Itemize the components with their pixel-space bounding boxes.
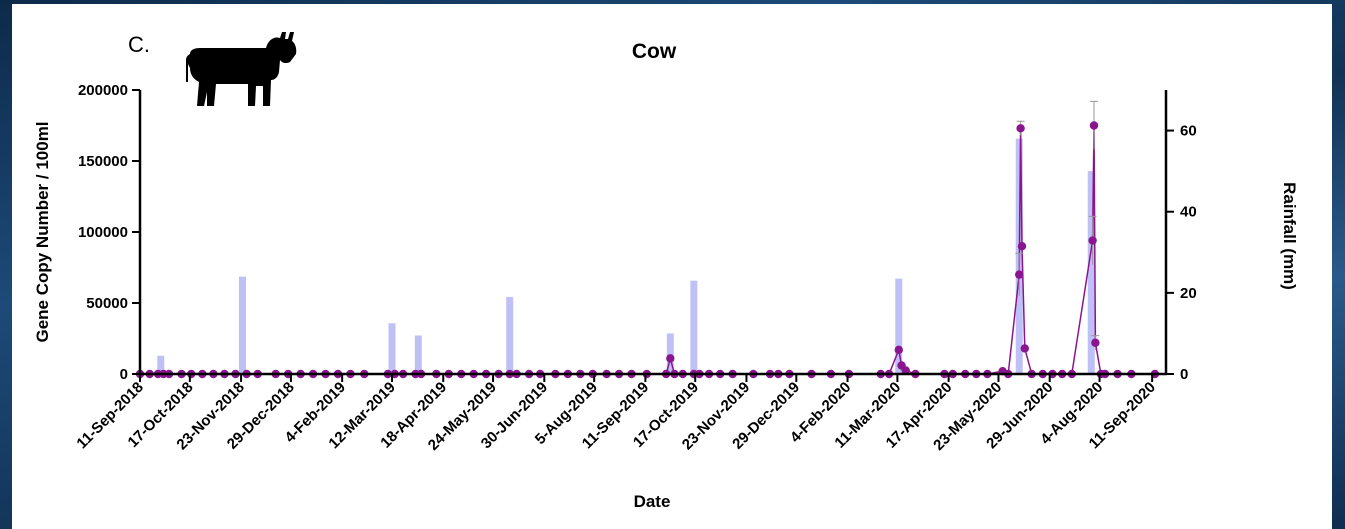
rainfall-bar: [157, 355, 165, 374]
rainfall-bar: [895, 278, 903, 374]
y2-tick-label: 40: [1180, 204, 1197, 221]
rainfall-bars: [157, 138, 1095, 374]
y2-tick-label: 20: [1180, 285, 1197, 302]
rainfall-bar: [238, 276, 246, 374]
y-axis-label: Gene Copy Number / 100ml: [33, 121, 52, 342]
y2-tick-label: 0: [1180, 366, 1188, 383]
gene-copy-point: [901, 366, 910, 375]
gene-copy-series: [135, 100, 1160, 379]
rainfall-bar: [506, 296, 514, 374]
gene-copy-point: [1089, 121, 1099, 130]
y2-tick-label: 60: [1180, 123, 1197, 140]
rainfall-bar: [666, 333, 674, 374]
panel-letter: C.: [128, 32, 150, 57]
gene-copy-point: [1020, 344, 1029, 353]
gene-copy-point: [1088, 236, 1097, 245]
cow-icon: [186, 32, 297, 106]
gene-copy-point: [894, 345, 903, 355]
rainfall-bar: [1087, 171, 1095, 374]
y-tick-label: 0: [120, 366, 128, 383]
gene-copy-point: [1017, 242, 1027, 251]
right-y-ticks: 0 20 40 60: [1166, 123, 1197, 383]
x-ticks: 11-Sep-201817-Oct-201823-Nov-201829-Dec-…: [73, 374, 1159, 454]
left-y-ticks: 0 50000 100000 150000 200000: [78, 82, 140, 383]
chart-panel: C. Cow 0 50000 100000 150000 200000 0 20 40 60 …: [12, 4, 1332, 529]
gene-copy-line: [140, 125, 1155, 376]
y2-axis-label: Rainfall (mm): [1280, 182, 1299, 290]
gene-copy-point: [1015, 270, 1024, 279]
gene-copy-point: [666, 354, 675, 363]
y-tick-label: 200000: [78, 82, 128, 99]
chart-title: Cow: [632, 40, 677, 63]
rainfall-bar: [690, 280, 698, 374]
y-tick-label: 150000: [78, 153, 128, 170]
rainfall-bar: [414, 335, 422, 374]
rainfall-bar: [388, 323, 396, 374]
x-axis-label: Date: [634, 492, 671, 511]
y-tick-label: 100000: [78, 224, 128, 241]
y-tick-label: 50000: [86, 295, 128, 312]
gene-copy-point: [1016, 124, 1025, 133]
gene-copy-point: [1091, 338, 1100, 347]
